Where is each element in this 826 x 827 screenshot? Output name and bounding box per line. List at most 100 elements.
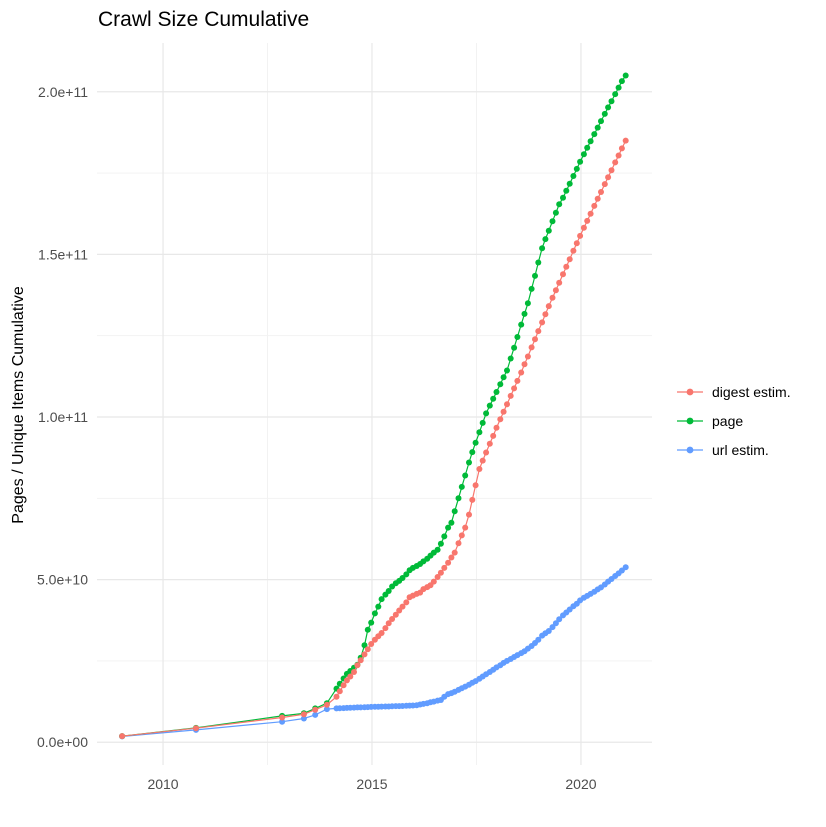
data-point-page: [605, 104, 612, 111]
legend-item-digest-estim: digest estim.: [677, 384, 791, 400]
data-point-digest-estim: [507, 392, 514, 399]
data-point-page: [528, 285, 535, 292]
data-point-digest-estim: [504, 401, 510, 408]
data-point-page: [612, 91, 619, 98]
data-point-digest-estim: [608, 167, 615, 174]
data-point-page: [493, 389, 500, 395]
data-point-page: [556, 201, 563, 208]
data-point-page: [615, 84, 622, 91]
legend-item-url-estim: url estim.: [677, 442, 769, 458]
data-point-digest-estim: [392, 611, 399, 618]
data-point-digest-estim: [340, 682, 347, 689]
data-point-digest-estim: [587, 210, 594, 217]
data-point-page: [549, 218, 556, 225]
data-point-page: [469, 449, 476, 456]
data-point-page: [580, 151, 587, 158]
data-point-page: [622, 72, 629, 79]
data-point-page: [507, 355, 514, 362]
data-point-page: [375, 603, 382, 610]
data-point-page: [518, 321, 525, 328]
data-point-digest-estim: [577, 232, 584, 239]
x-tick-label: 2020: [565, 776, 596, 792]
legend-label-page: page: [712, 413, 743, 429]
data-point-digest-estim: [347, 673, 354, 680]
data-point-page: [552, 209, 559, 216]
y-tick-label: 2.0e+11: [38, 84, 88, 100]
y-axis-tick-labels: 0.0e+00 5.0e+10 1.0e+11 1.5e+11 2.0e+11: [37, 84, 88, 750]
data-point-digest-estim: [539, 319, 546, 326]
data-point-digest-estim: [528, 344, 535, 351]
series-digest-estim: [119, 137, 629, 740]
data-point-digest-estim: [361, 651, 368, 658]
data-point-digest-estim: [368, 641, 375, 647]
series-url-estim: [119, 564, 629, 740]
data-point-page: [594, 124, 601, 131]
data-point-url-estim: [300, 715, 307, 722]
data-point-digest-estim: [598, 189, 604, 195]
data-point-digest-estim: [521, 361, 528, 368]
data-point-digest-estim: [622, 137, 629, 144]
legend-key-dot-page: [686, 417, 694, 425]
data-point-page: [361, 642, 368, 649]
data-point-url-estim: [312, 711, 319, 718]
data-point-url-estim: [622, 564, 629, 571]
data-point-digest-estim: [458, 532, 465, 539]
data-point-digest-estim: [323, 701, 330, 708]
data-point-digest-estim: [570, 247, 577, 254]
x-axis-tick-labels: 2010 2015 2020: [147, 776, 596, 792]
data-point-page: [451, 508, 458, 515]
data-point-digest-estim: [615, 152, 622, 159]
data-point-page: [458, 483, 465, 490]
data-point-digest-estim: [441, 564, 448, 571]
legend-key-dot-digest-estim: [686, 388, 694, 396]
data-point-page: [476, 429, 483, 436]
data-point-url-estim: [323, 706, 330, 713]
data-point-digest-estim: [343, 677, 350, 684]
legend: digest estim. page url estim.: [677, 384, 791, 458]
data-point-page: [535, 259, 542, 266]
data-point-page: [364, 626, 371, 633]
data-point-page: [486, 402, 493, 409]
data-point-page: [542, 236, 549, 243]
x-tick-label: 2010: [147, 776, 178, 792]
data-point-digest-estim: [563, 263, 570, 270]
data-point-page: [500, 374, 507, 381]
data-point-url-estim: [556, 616, 563, 623]
data-point-page: [385, 588, 392, 594]
data-point-digest-estim: [545, 303, 552, 310]
data-point-page: [591, 131, 598, 138]
data-point-page: [434, 546, 441, 553]
data-point-digest-estim: [552, 287, 559, 294]
data-point-digest-estim: [455, 540, 462, 547]
data-point-url-estim: [549, 624, 556, 631]
data-point-digest-estim: [584, 217, 591, 224]
data-point-page: [399, 575, 406, 581]
data-point-digest-estim: [549, 294, 556, 301]
data-point-digest-estim: [396, 607, 403, 614]
data-point-digest-estim: [469, 496, 476, 503]
data-point-digest-estim: [580, 224, 587, 231]
data-point-page: [563, 187, 570, 194]
gridlines-major: [97, 43, 652, 765]
data-point-digest-estim: [618, 145, 625, 152]
data-point-page: [368, 619, 375, 626]
data-point-digest-estim: [193, 725, 199, 732]
data-point-page: [577, 158, 584, 165]
data-point-digest-estim: [336, 688, 343, 695]
data-point-digest-estim: [535, 328, 542, 335]
data-point-digest-estim: [497, 416, 504, 423]
data-point-page: [455, 495, 462, 502]
data-point-url-estim: [535, 636, 542, 643]
data-point-digest-estim: [560, 271, 566, 278]
y-axis-title: Pages / Unique Items Cumulative: [10, 286, 27, 524]
data-point-page: [511, 344, 518, 351]
data-point-digest-estim: [399, 603, 406, 610]
data-point-digest-estim: [490, 432, 497, 439]
data-point-digest-estim: [483, 449, 490, 456]
data-point-page: [560, 194, 566, 201]
data-point-page: [479, 419, 486, 426]
data-point-digest-estim: [518, 369, 525, 376]
data-point-digest-estim: [403, 599, 410, 606]
data-point-digest-estim: [385, 620, 392, 627]
data-point-digest-estim: [445, 559, 452, 566]
